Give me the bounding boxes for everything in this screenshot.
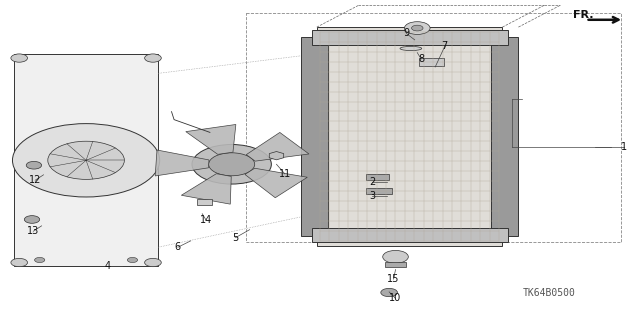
- Text: 15: 15: [387, 274, 400, 284]
- Text: 4: 4: [104, 261, 111, 271]
- Polygon shape: [186, 124, 236, 154]
- Text: 14: 14: [200, 215, 212, 225]
- Ellipse shape: [400, 46, 422, 51]
- Text: 6: 6: [175, 242, 181, 252]
- Polygon shape: [366, 188, 392, 194]
- Circle shape: [35, 257, 45, 263]
- Circle shape: [145, 258, 161, 267]
- Circle shape: [11, 54, 28, 62]
- Circle shape: [383, 250, 408, 263]
- Polygon shape: [301, 37, 328, 236]
- Text: 11: 11: [278, 169, 291, 179]
- Polygon shape: [385, 262, 406, 267]
- Circle shape: [412, 25, 423, 31]
- Circle shape: [13, 123, 160, 197]
- Polygon shape: [312, 30, 508, 45]
- Polygon shape: [197, 199, 212, 205]
- Polygon shape: [14, 54, 158, 266]
- Text: 13: 13: [27, 226, 40, 236]
- Circle shape: [209, 153, 255, 176]
- Polygon shape: [181, 174, 231, 204]
- Circle shape: [381, 288, 397, 297]
- Text: 8: 8: [418, 54, 424, 64]
- Text: 7: 7: [442, 41, 448, 51]
- Circle shape: [192, 145, 271, 184]
- Circle shape: [24, 216, 40, 223]
- Text: 12: 12: [29, 175, 42, 185]
- Text: 9: 9: [403, 28, 410, 39]
- Polygon shape: [419, 58, 444, 66]
- Circle shape: [26, 161, 42, 169]
- Polygon shape: [312, 228, 508, 242]
- Circle shape: [145, 54, 161, 62]
- Circle shape: [404, 22, 430, 34]
- Polygon shape: [246, 132, 309, 161]
- Circle shape: [11, 258, 28, 267]
- Polygon shape: [366, 174, 389, 180]
- Circle shape: [48, 141, 124, 179]
- Text: 1: 1: [621, 142, 627, 152]
- Polygon shape: [245, 168, 307, 198]
- Text: FR.: FR.: [573, 10, 593, 20]
- Polygon shape: [155, 150, 209, 176]
- Text: 3: 3: [369, 191, 376, 201]
- Polygon shape: [491, 37, 518, 236]
- Circle shape: [127, 257, 138, 263]
- Text: 5: 5: [232, 233, 239, 243]
- Polygon shape: [317, 27, 502, 246]
- Text: 10: 10: [389, 293, 402, 303]
- Text: TK64B0500: TK64B0500: [523, 288, 575, 298]
- Text: 2: 2: [369, 177, 376, 187]
